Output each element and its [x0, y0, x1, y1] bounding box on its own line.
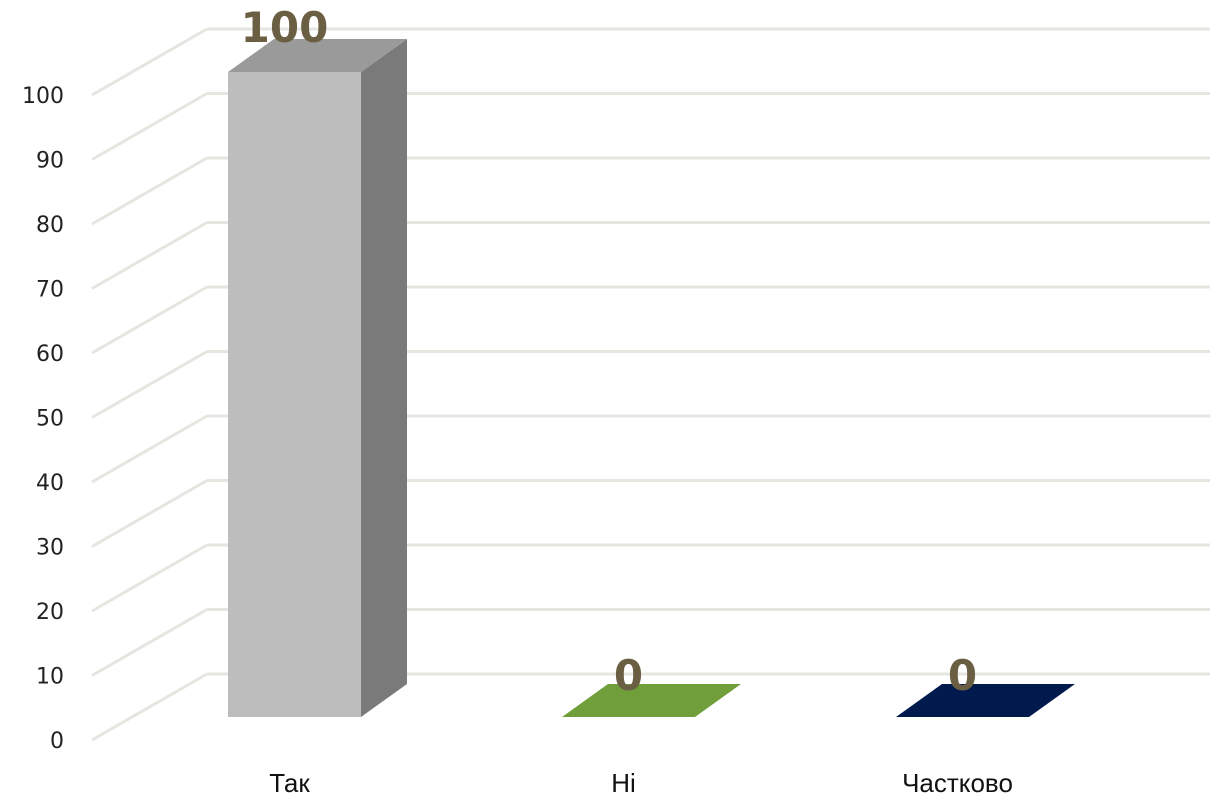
gridline-diagonal [91, 414, 208, 484]
y-tick-label: 40 [36, 471, 64, 496]
category-label: Частково [902, 768, 1013, 798]
gridline-diagonal [91, 350, 208, 419]
bar-top [228, 39, 407, 72]
x-axis-categories: Так Ні Частково [269, 768, 1013, 798]
y-tick-label: 20 [36, 600, 64, 625]
gridline-diagonal [91, 27, 208, 97]
y-tick-label: 0 [50, 729, 64, 754]
y-tick-label: 50 [36, 407, 64, 432]
gridline-diagonal [91, 543, 208, 613]
data-label: 100 [241, 3, 329, 52]
gridline-diagonal [91, 672, 208, 742]
category-label: Так [269, 768, 310, 798]
data-label: 0 [948, 651, 977, 700]
bar-top [562, 684, 741, 717]
y-tick-label: 70 [36, 278, 64, 303]
y-tick-label: 10 [36, 665, 64, 690]
y-axis-ticks: 0 10 20 30 40 50 60 70 80 90 100 [22, 84, 64, 754]
gridline-diagonal [91, 479, 208, 548]
gridline-diagonal [91, 92, 208, 161]
gridline-diagonal [91, 221, 208, 290]
gridline-diagonal [91, 608, 208, 677]
data-label: 0 [614, 651, 643, 700]
gridline-diagonal [91, 156, 208, 226]
y-tick-label: 100 [22, 84, 64, 109]
y-tick-label: 30 [36, 536, 64, 561]
gridline-diagonal [91, 285, 208, 355]
y-tick-label: 60 [36, 342, 64, 367]
bar-top [896, 684, 1075, 717]
bars [228, 39, 1075, 717]
data-labels: 100 0 0 [241, 3, 977, 700]
category-label: Ні [611, 768, 636, 798]
y-tick-label: 80 [36, 213, 64, 238]
bar-front [228, 72, 361, 717]
y-tick-label: 90 [36, 149, 64, 174]
bar-side [361, 39, 407, 717]
